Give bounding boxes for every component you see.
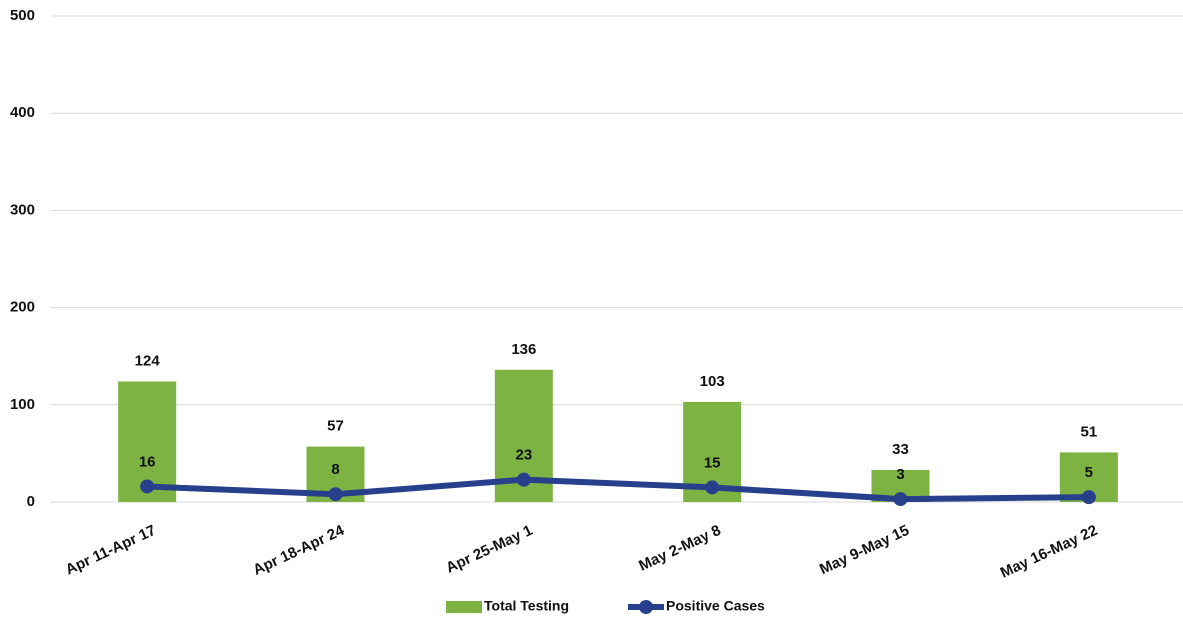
x-tick-label: Apr 25-May 1: [443, 522, 535, 577]
bar-label: 136: [511, 341, 536, 358]
y-tick-label: 300: [10, 201, 35, 218]
x-tick-label: Apr 18-Apr 24: [251, 522, 348, 579]
legend-label: Total Testing: [484, 598, 569, 614]
x-tick-label: May 2-May 8: [636, 522, 723, 575]
point-label: 23: [515, 447, 532, 464]
point-label: 15: [704, 454, 721, 471]
point: [140, 479, 155, 494]
point: [893, 492, 908, 507]
bar-label: 57: [327, 418, 344, 435]
point-label: 8: [331, 461, 339, 478]
line: [147, 476, 1089, 503]
y-tick-label: 500: [10, 7, 35, 24]
legend-swatch: [446, 601, 482, 613]
point-label: 16: [139, 453, 156, 470]
point-label: 5: [1085, 464, 1093, 481]
point: [328, 487, 343, 502]
point: [705, 480, 720, 495]
bar-label: 51: [1080, 423, 1097, 440]
y-tick-label: 200: [10, 299, 35, 316]
y-tick-label: 100: [10, 396, 35, 413]
x-tick-label: May 9-May 15: [817, 522, 912, 578]
bar-label: 33: [892, 441, 909, 458]
y-tick-label: 0: [27, 493, 35, 510]
x-tick-label: Apr 11-Apr 17: [63, 522, 159, 579]
y-tick-label: 400: [10, 104, 35, 121]
bar-label: 103: [700, 373, 725, 390]
bar-label: 124: [135, 352, 161, 369]
x-tick-label: May 16-May 22: [998, 522, 1100, 582]
point: [516, 472, 531, 487]
legend-swatch: [639, 600, 653, 614]
legend-label: Positive Cases: [666, 598, 765, 614]
point-label: 3: [896, 466, 904, 483]
point: [1081, 490, 1096, 505]
